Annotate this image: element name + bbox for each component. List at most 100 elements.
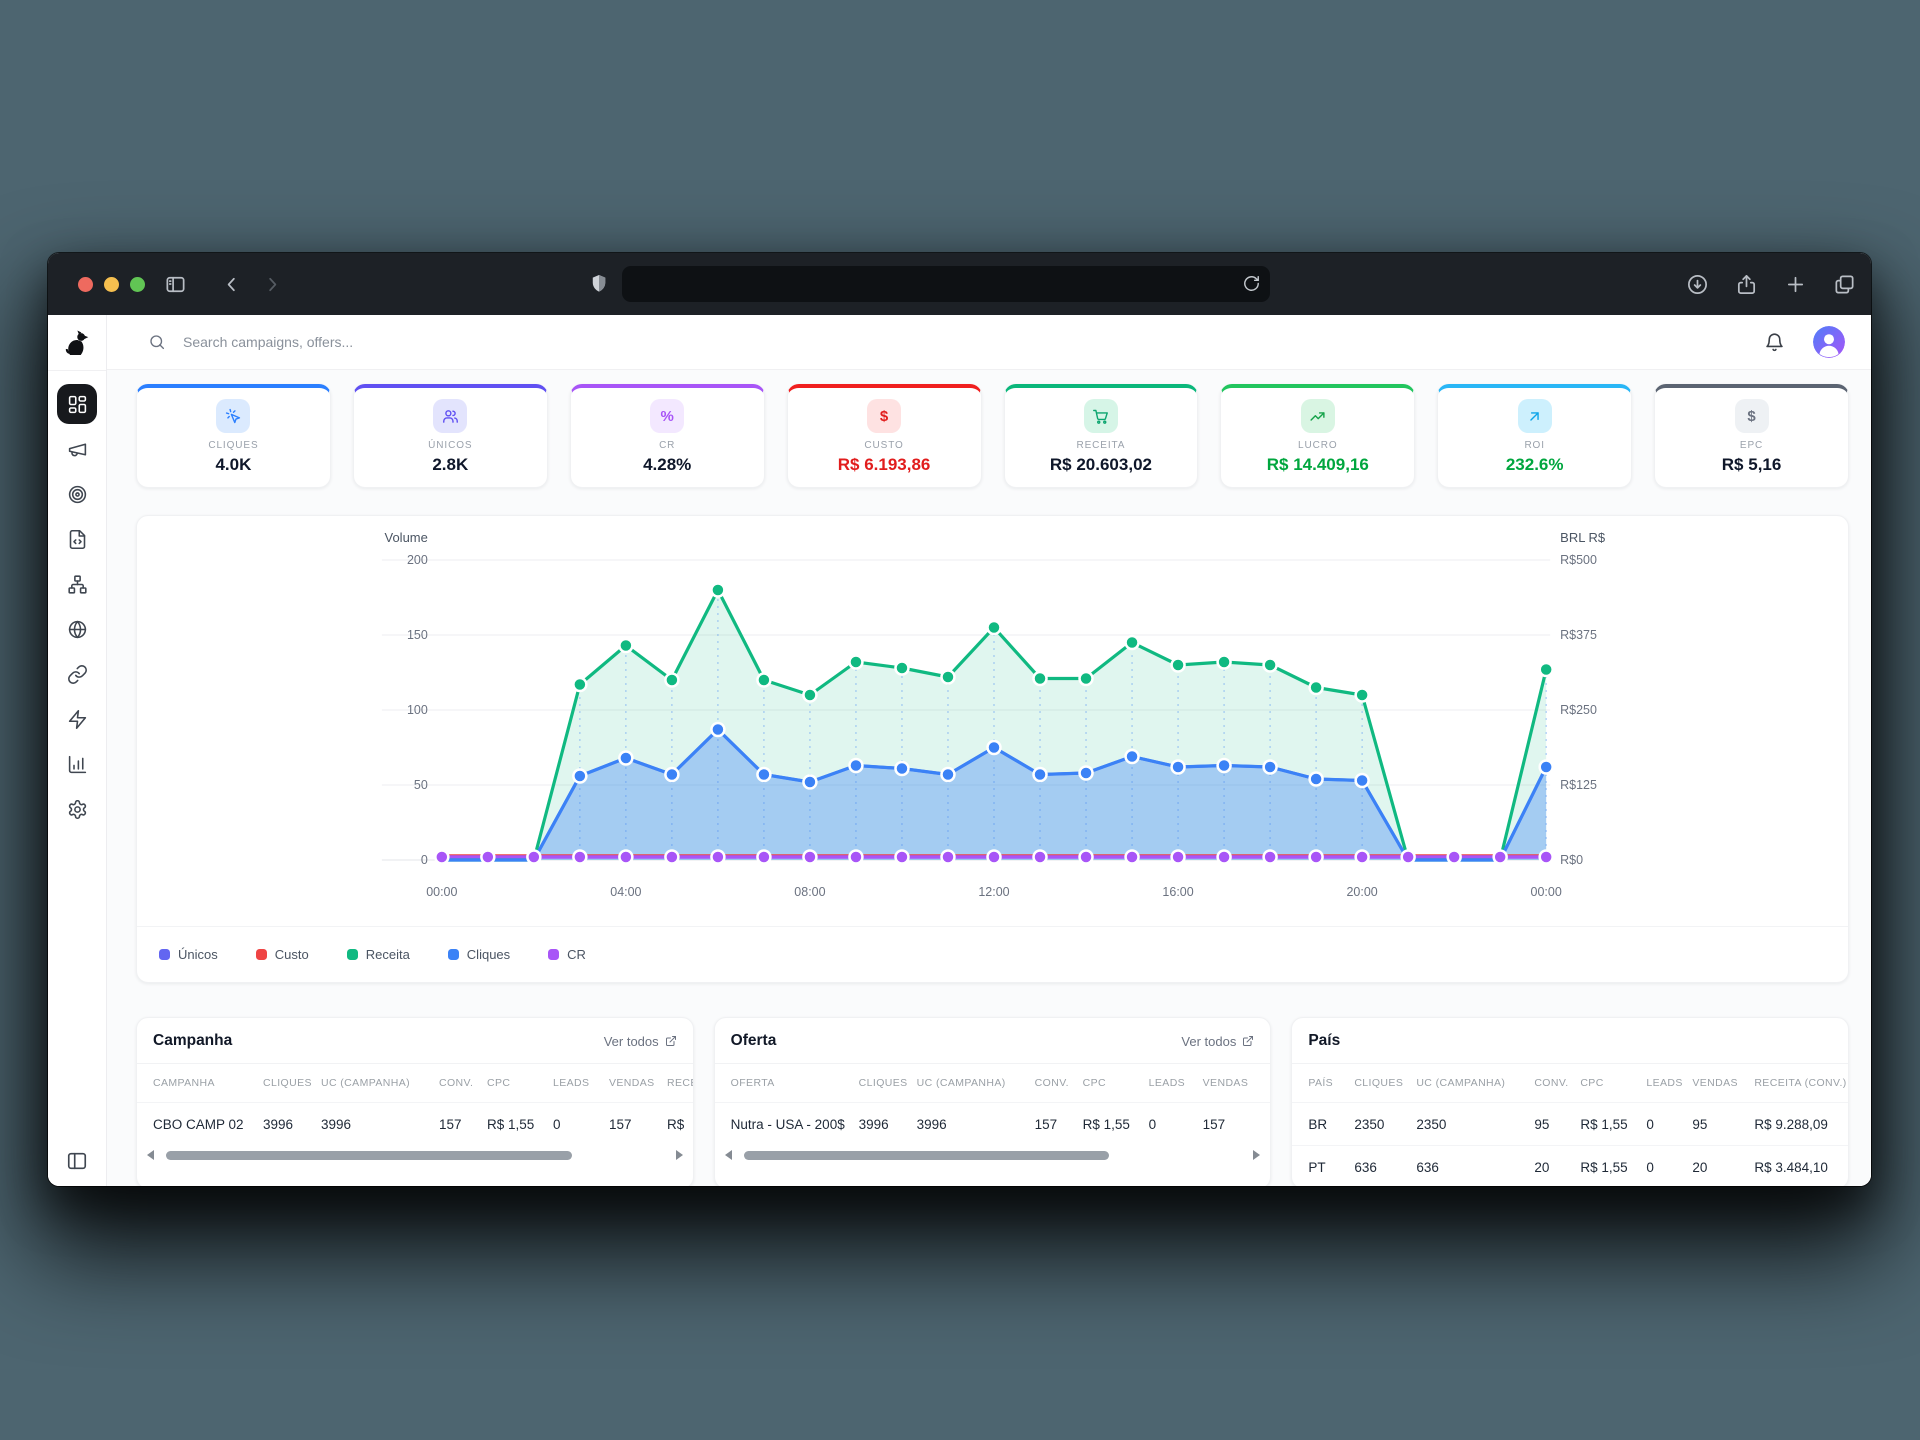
table-card-oferta: Oferta Ver todos OFERTA CLIQUES UC (CAMPANHA… [713,1017,1272,1186]
kpi-label: LUCRO [1298,440,1338,451]
ver-todos-label: Ver todos [603,1033,659,1049]
scrollbar-thumb[interactable] [743,1150,1110,1160]
kpi-label: CLIQUES [208,440,259,451]
legend-label: Únicos [178,947,218,962]
volume-chart-svg: 200 R$500 150 R$375 100 R$250 50 R$125 0 R$0 Volum… [381,530,1606,899]
browser-sidebar-toggle-icon[interactable] [164,273,187,296]
sidebar-item-landers[interactable] [57,519,97,559]
column-header: UC (CAMPANHA) [1416,1077,1506,1089]
close-window-button[interactable] [78,277,93,292]
address-bar[interactable] [622,266,1270,302]
file-code-icon [67,529,88,550]
table-title: Oferta [730,1032,777,1049]
table-cell: 20 [1534,1159,1550,1175]
share-icon[interactable] [1735,273,1758,296]
browser-window: CLIQUES 4.0K ÚNICOS 2.8K% CR 4.28% $ CUSTO R$ 6.… [47,252,1872,1187]
scrollbar-thumb[interactable] [166,1150,573,1160]
search-input[interactable] [181,333,645,351]
table-cell: 20 [1692,1159,1708,1175]
globe-icon [67,619,88,640]
table-cell: R$ 1,55 [1580,1159,1628,1175]
minimize-window-button[interactable] [104,277,119,292]
table-cell: 157 [1202,1116,1226,1132]
back-icon[interactable] [220,273,243,296]
table-cell: R$ [667,1116,685,1132]
sidebar-nav [57,384,97,834]
divider [714,1063,1271,1064]
privacy-shield-icon[interactable] [588,273,610,295]
legend-label: Custo [274,947,309,962]
table-cell: 157 [609,1116,632,1132]
collapse-panel-icon[interactable] [66,1150,88,1172]
scroll-left-arrow[interactable] [724,1150,732,1160]
sidebar-item-settings[interactable] [57,789,97,829]
svg-text:R$375: R$375 [1560,628,1597,642]
sidebar-item-reports[interactable] [57,744,97,784]
cart-icon [1083,399,1118,433]
svg-text:20:00: 20:00 [1346,885,1377,899]
table-card-header: Campanha Ver todos [137,1018,693,1063]
kpi-label: RECEITA [1076,440,1126,451]
legend-item-receita[interactable]: Receita [346,947,410,962]
megaphone-icon [67,439,88,460]
scrollbar-track[interactable] [161,1150,669,1160]
divider [137,1063,693,1064]
downloads-icon[interactable] [1686,273,1709,296]
scroll-right-arrow[interactable] [675,1150,683,1160]
sidebar-item-domains[interactable] [57,609,97,649]
sidebar-item-flows[interactable] [57,564,97,604]
app-topbar [107,315,1871,370]
notifications-bell-icon[interactable] [1764,332,1785,353]
table-cell: PT [1308,1159,1326,1175]
svg-text:50: 50 [414,778,428,792]
dog-logo [62,328,92,358]
column-header: CONV. [1534,1077,1569,1089]
sidebar-item-links[interactable] [57,654,97,694]
scroll-left-arrow[interactable] [147,1150,154,1160]
column-header: VENDAS [1202,1077,1249,1089]
kpi-card-cr: % CR 4.28% [569,384,765,488]
legend-item-cliques[interactable]: Cliques [447,947,510,962]
reload-icon[interactable] [1242,274,1261,293]
sidebar-item-offers[interactable] [57,474,97,514]
svg-text:Volume: Volume [385,530,428,545]
legend-item-nicos[interactable]: Únicos [159,947,218,962]
table-cell: R$ 1,55 [1082,1116,1130,1132]
user-avatar[interactable] [1813,326,1845,358]
column-header: VENDAS [1692,1077,1738,1089]
horizontal-scrollbar [137,1145,693,1170]
scrollbar-track[interactable] [739,1150,1247,1160]
ver-todos-link[interactable]: Ver todos [604,1034,677,1049]
forward-icon[interactable] [261,273,284,296]
svg-text:R$250: R$250 [1560,703,1597,717]
table-cell: Nutra - USA - 200$ [730,1116,845,1132]
table-cell: 3996 [858,1116,889,1132]
svg-text:08:00: 08:00 [794,885,825,899]
percent-icon: % [650,399,685,433]
column-header: CPC [1082,1077,1107,1089]
table-card-campanha: Campanha Ver todos CAMPANHA CLIQUES UC (CAMP… [136,1017,694,1186]
table-column-headers: CAMPANHA CLIQUES UC (CAMPANHA) CONV. CPC LEAD… [137,1064,693,1102]
column-header: CAMPANHA [153,1077,215,1089]
kpi-row: CLIQUES 4.0K ÚNICOS 2.8K% CR 4.28% $ CUSTO R$ 6.… [136,384,1849,488]
external-link-icon [1242,1035,1254,1047]
sidebar-item-dashboard[interactable] [57,384,97,424]
legend-item-custo[interactable]: Custo [255,947,309,962]
legend-swatch [255,949,267,960]
sidebar-item-campaigns[interactable] [57,429,97,469]
column-header: PAÍS [1308,1077,1334,1089]
table-card-header: Oferta Ver todos [715,1018,1271,1063]
svg-text:R$0: R$0 [1560,853,1583,867]
svg-text:16:00: 16:00 [1162,885,1193,899]
legend-item-cr[interactable]: CR [548,947,586,962]
svg-text:R$500: R$500 [1560,553,1597,567]
external-link-icon [665,1035,677,1047]
sidebar-item-automation[interactable] [57,699,97,739]
new-tab-icon[interactable] [1784,273,1807,296]
tab-overview-icon[interactable] [1833,273,1856,296]
app-sidebar [48,315,107,1186]
zoom-window-button[interactable] [130,277,145,292]
scroll-right-arrow[interactable] [1253,1150,1261,1160]
kpi-value: 4.28% [643,455,692,474]
ver-todos-link[interactable]: Ver todos [1181,1034,1254,1049]
